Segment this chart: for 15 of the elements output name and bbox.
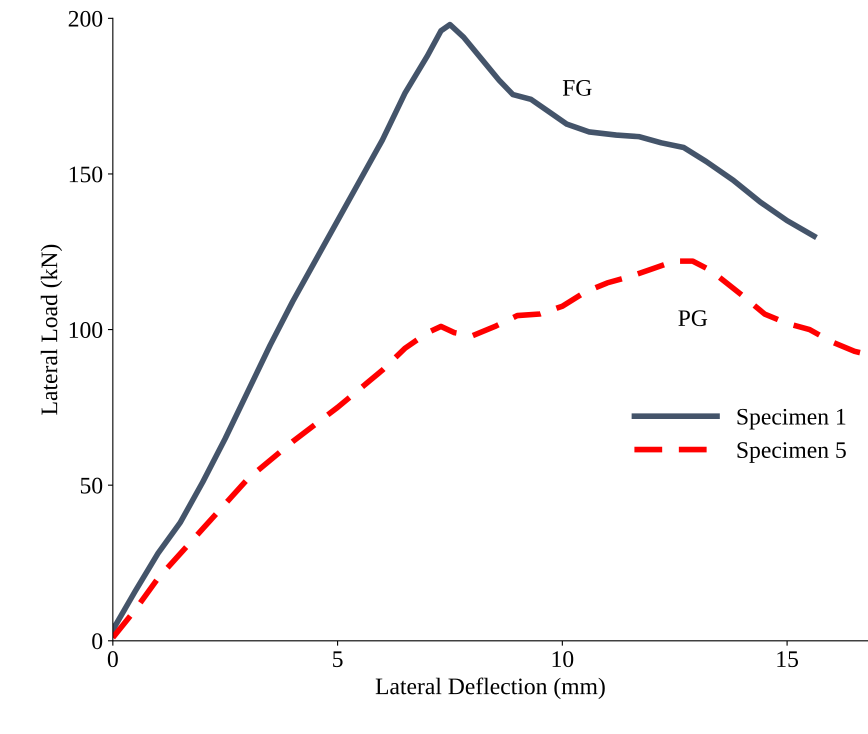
y-tick-label: 200 <box>68 10 102 27</box>
annotation: PG <box>678 310 708 326</box>
y-tick-label: 50 <box>80 478 102 494</box>
x-tick-label: 5 <box>333 651 343 668</box>
x-axis-title: Lateral Deflection (mm) <box>376 677 605 700</box>
y-tick-label: 0 <box>92 633 102 650</box>
y-tick-label: 150 <box>70 166 102 182</box>
annotation: FG <box>562 80 592 96</box>
x-tick-label: 10 <box>552 651 574 668</box>
x-tick-label: 0 <box>108 651 118 668</box>
legend-label: Specimen 5 <box>738 442 846 463</box>
x-tick-label: 15 <box>777 651 798 668</box>
y-tick-label: 100 <box>70 322 102 338</box>
legend-label: Specimen 1 <box>738 408 846 430</box>
y-axis-title: Lateral Load (kN) <box>40 244 62 415</box>
